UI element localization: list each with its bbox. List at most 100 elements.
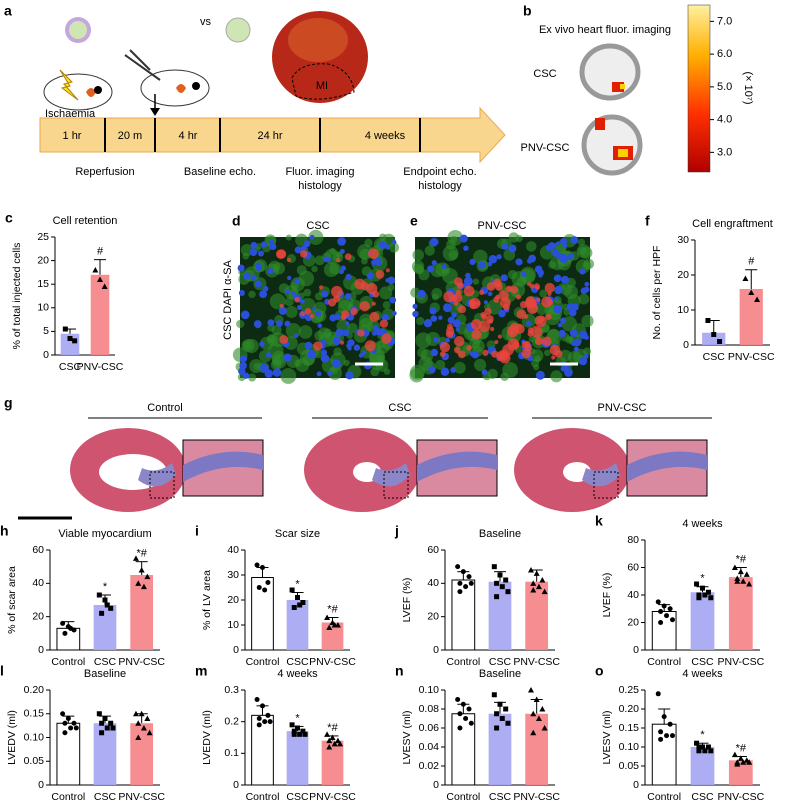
data-point — [696, 592, 702, 598]
nucleus — [259, 290, 268, 299]
data-point — [530, 729, 537, 736]
nucleus — [320, 354, 330, 363]
panel-letter: m — [195, 663, 207, 679]
data-point — [533, 570, 540, 576]
data-point — [457, 580, 463, 586]
y-tick-label: 60 — [627, 561, 639, 573]
y-tick-label: 30 — [677, 234, 689, 246]
nucleus — [573, 338, 582, 347]
timeline-dividers — [104, 118, 421, 152]
data-point — [135, 720, 142, 726]
nucleus — [327, 370, 333, 377]
y-tick-label: 40 — [627, 589, 639, 601]
nucleus — [257, 250, 265, 257]
data-point — [144, 715, 151, 721]
green-signal — [285, 234, 292, 241]
y-tick-label: 0 — [38, 779, 44, 791]
green-signal — [530, 349, 544, 362]
nucleus — [307, 349, 317, 359]
green-signal — [272, 262, 285, 275]
nucleus — [496, 254, 502, 260]
nucleus — [423, 319, 433, 328]
green-signal — [435, 359, 446, 370]
data-point — [99, 720, 105, 726]
data-point — [746, 759, 753, 765]
data-point — [466, 574, 472, 580]
data-point — [256, 716, 262, 721]
data-point — [746, 581, 753, 587]
data-point — [326, 737, 333, 744]
segment-label: 4 hr — [179, 130, 198, 142]
data-point — [256, 585, 262, 590]
data-point — [267, 719, 273, 725]
nucleus — [555, 241, 560, 247]
bar — [90, 274, 110, 355]
nucleus — [552, 249, 560, 257]
data-point — [326, 624, 333, 630]
nucleus — [255, 265, 262, 272]
nucleus — [366, 272, 375, 280]
nucleus — [253, 320, 262, 328]
data-point — [96, 711, 102, 717]
data-point — [499, 584, 505, 590]
nucleus — [362, 350, 367, 355]
data-point — [503, 706, 509, 712]
green-signal — [539, 289, 548, 298]
data-point — [503, 577, 509, 583]
green-signal — [583, 258, 595, 270]
nucleus — [483, 300, 488, 305]
signal — [620, 84, 625, 89]
y-tick-label: 0.06 — [419, 722, 440, 734]
nucleus — [526, 320, 532, 327]
nucleus — [375, 259, 382, 266]
row-label: CSC — [533, 68, 556, 80]
nucleus — [334, 341, 339, 346]
event-label: Baseline echo. — [184, 166, 256, 178]
nucleus — [358, 353, 364, 358]
red-signal — [453, 346, 461, 354]
nucleus — [249, 248, 258, 257]
y-tick-label: 60 — [32, 544, 44, 556]
panel-letter: i — [195, 523, 199, 539]
nucleus — [267, 319, 275, 327]
nucleus — [294, 333, 299, 338]
data-point — [491, 692, 497, 698]
y-tick-label: 20 — [227, 594, 239, 606]
nucleus — [501, 243, 509, 250]
red-signal — [541, 296, 553, 308]
red-signal — [525, 344, 532, 352]
nucleus — [250, 241, 258, 249]
bar — [525, 713, 549, 785]
nucleus — [371, 259, 377, 266]
nucleus — [262, 285, 269, 292]
x-tick-label: CSC — [703, 351, 726, 363]
data-point — [68, 725, 74, 731]
data-point — [664, 733, 670, 739]
nucleus — [296, 304, 303, 311]
data-point — [463, 716, 469, 721]
bar — [286, 731, 309, 785]
nucleus — [276, 320, 283, 327]
data-point — [539, 706, 546, 712]
data-point — [505, 720, 511, 726]
nucleus — [562, 243, 568, 249]
y-tick-label: 0 — [633, 644, 639, 656]
red-signal — [502, 303, 510, 311]
segment-label: 24 hr — [257, 130, 282, 142]
red-signal — [313, 341, 323, 351]
bar — [56, 627, 81, 651]
data-point — [324, 731, 331, 737]
bar — [690, 747, 715, 785]
nucleus — [259, 341, 265, 347]
green-signal — [473, 358, 487, 372]
data-point — [457, 725, 463, 731]
nucleus — [560, 238, 568, 246]
x-tick-label: Control — [647, 656, 681, 668]
data-point — [146, 729, 153, 736]
nucleus — [450, 367, 457, 373]
red-signal — [541, 336, 552, 347]
nucleus — [240, 310, 250, 320]
nucleus — [284, 320, 291, 327]
data-point — [743, 571, 750, 577]
data-point — [108, 605, 114, 611]
